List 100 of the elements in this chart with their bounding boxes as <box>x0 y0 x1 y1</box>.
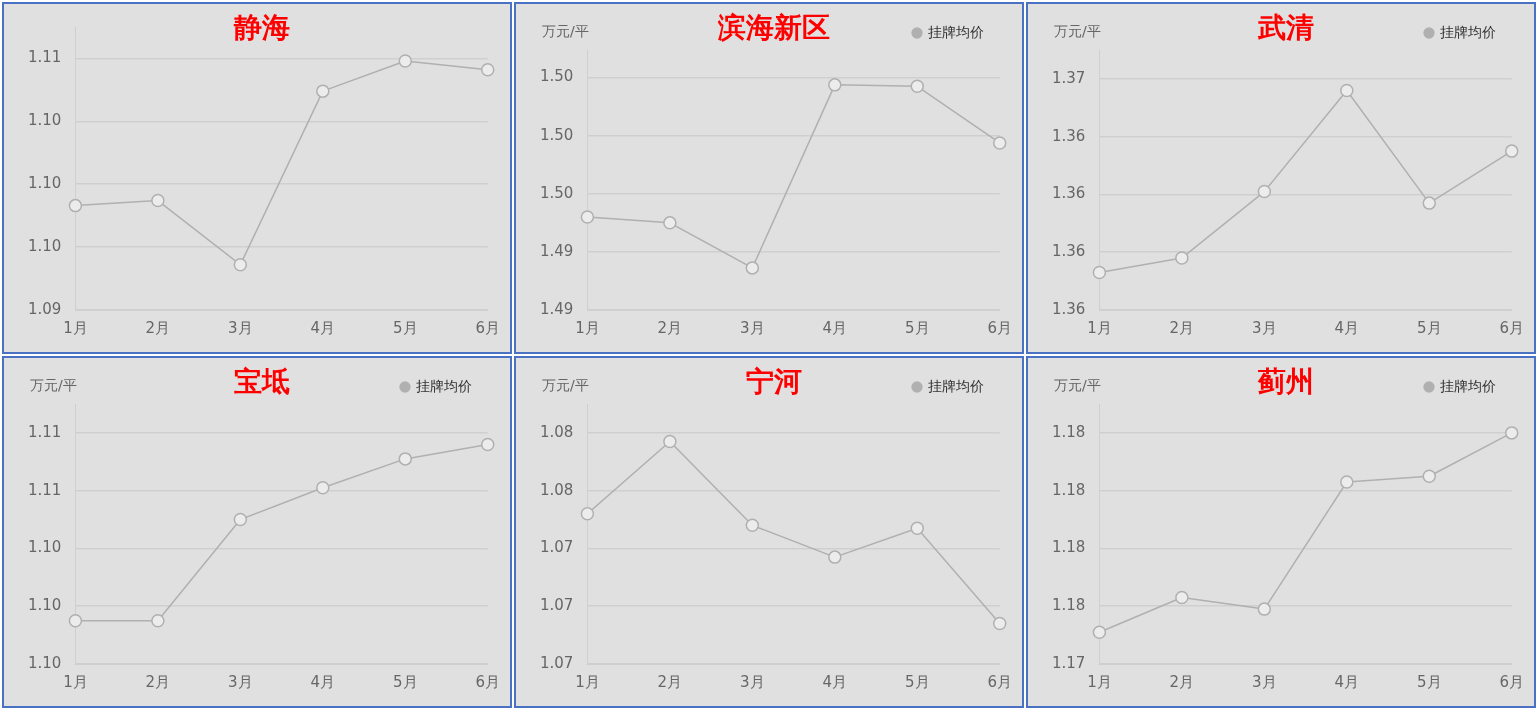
x-tick-label: 1月 <box>63 318 88 337</box>
y-axis-title: 万元/平 <box>1054 22 1101 39</box>
legend-label: 挂牌均价 <box>1440 23 1496 40</box>
y-tick-label: 1.07 <box>539 538 574 557</box>
point <box>1340 83 1354 98</box>
point <box>745 261 760 275</box>
x-tick-label: 4月 <box>310 672 336 691</box>
y-tick-label: 1.36 <box>1051 184 1086 203</box>
point <box>1175 251 1189 265</box>
y-tick-label: 1.08 <box>539 480 574 499</box>
x-tick-label: 5月 <box>1416 672 1442 691</box>
point <box>1422 196 1437 210</box>
chart-title: 滨海新区 <box>716 11 830 45</box>
y-tick-label: 1.50 <box>539 125 574 144</box>
y-tick-label: 1.11 <box>27 48 62 67</box>
point <box>1340 475 1354 489</box>
point <box>1092 265 1107 280</box>
point <box>663 216 677 230</box>
point <box>233 512 248 527</box>
x-tick-label: 6月 <box>987 318 1012 337</box>
point <box>992 136 1007 150</box>
point <box>1092 625 1107 639</box>
chart-title: 宝坻 <box>233 365 290 399</box>
x-tick-label: 1月 <box>575 672 600 691</box>
y-tick-label: 1.10 <box>27 111 62 130</box>
point <box>316 84 330 98</box>
y-tick-label: 1.18 <box>1051 422 1086 441</box>
y-tick-label: 1.50 <box>539 183 574 202</box>
y-tick-label: 1.08 <box>539 422 574 441</box>
x-tick-label: 2月 <box>657 318 683 337</box>
x-tick-label: 4月 <box>822 318 848 337</box>
y-tick-label: 1.18 <box>1051 480 1086 499</box>
x-tick-label: 2月 <box>1169 318 1195 337</box>
y-tick-label: 1.36 <box>1051 126 1086 145</box>
y-tick-label: 1.50 <box>539 67 574 86</box>
y-tick-label: 1.37 <box>1051 68 1086 87</box>
x-tick-label: 1月 <box>575 318 600 337</box>
y-axis-title: 万元/平 <box>30 376 77 393</box>
point <box>480 63 495 77</box>
legend-label: 挂牌均价 <box>928 23 984 40</box>
x-tick-label: 4月 <box>822 672 848 691</box>
point <box>68 613 83 628</box>
point <box>151 193 165 208</box>
y-tick-label: 1.49 <box>539 299 574 318</box>
x-tick-label: 6月 <box>987 672 1012 691</box>
y-tick-label: 1.10 <box>27 174 62 193</box>
point <box>68 198 83 213</box>
y-tick-label: 1.49 <box>539 241 574 260</box>
y-axis-title: 万元/平 <box>1054 376 1101 393</box>
x-tick-label: 3月 <box>740 672 765 691</box>
point <box>1504 426 1519 440</box>
x-tick-label: 2月 <box>657 672 683 691</box>
point <box>1504 144 1519 158</box>
x-tick-label: 6月 <box>475 318 500 337</box>
x-tick-label: 4月 <box>310 318 336 337</box>
y-tick-label: 1.07 <box>539 596 574 615</box>
x-tick-label: 2月 <box>1169 672 1195 691</box>
point <box>663 434 677 449</box>
y-tick-label: 1.11 <box>27 480 62 499</box>
y-axis-title: 万元/平 <box>542 22 589 39</box>
x-tick-label: 3月 <box>228 672 253 691</box>
x-tick-label: 1月 <box>63 672 88 691</box>
x-tick-label: 1月 <box>1087 318 1112 337</box>
point <box>992 616 1007 631</box>
y-axis-title: 万元/平 <box>542 376 589 393</box>
point <box>1257 602 1272 616</box>
x-tick-label: 5月 <box>392 672 418 691</box>
point <box>233 257 248 272</box>
point <box>580 507 595 521</box>
x-tick-label: 3月 <box>740 318 765 337</box>
x-tick-label: 4月 <box>1334 318 1360 337</box>
chart-title: 静海 <box>232 11 290 45</box>
x-tick-label: 5月 <box>1416 318 1442 337</box>
x-tick-label: 3月 <box>228 318 253 337</box>
legend-label: 挂牌均价 <box>928 377 984 394</box>
point <box>151 613 165 628</box>
x-tick-label: 5月 <box>904 318 930 337</box>
y-tick-label: 1.36 <box>1051 242 1086 261</box>
x-tick-label: 6月 <box>1499 318 1524 337</box>
point <box>745 518 760 533</box>
y-tick-label: 1.17 <box>1051 653 1086 672</box>
point <box>580 210 595 224</box>
chart-title: 蓟州 <box>1256 365 1314 399</box>
x-tick-label: 3月 <box>1252 318 1277 337</box>
y-tick-label: 1.10 <box>27 596 62 615</box>
y-tick-label: 1.18 <box>1051 596 1086 615</box>
y-tick-label: 1.18 <box>1051 538 1086 557</box>
y-tick-label: 1.11 <box>27 422 62 441</box>
point <box>1257 184 1272 199</box>
x-tick-label: 5月 <box>392 318 418 337</box>
y-tick-label: 1.07 <box>539 653 574 672</box>
legend-label: 挂牌均价 <box>1440 377 1496 394</box>
legend-label: 挂牌均价 <box>416 377 472 394</box>
y-tick-label: 1.10 <box>27 538 62 557</box>
point <box>480 437 495 452</box>
point <box>398 452 413 466</box>
y-tick-label: 1.09 <box>27 299 62 318</box>
y-tick-label: 1.10 <box>27 653 62 672</box>
point <box>398 54 413 68</box>
x-tick-label: 2月 <box>145 672 171 691</box>
